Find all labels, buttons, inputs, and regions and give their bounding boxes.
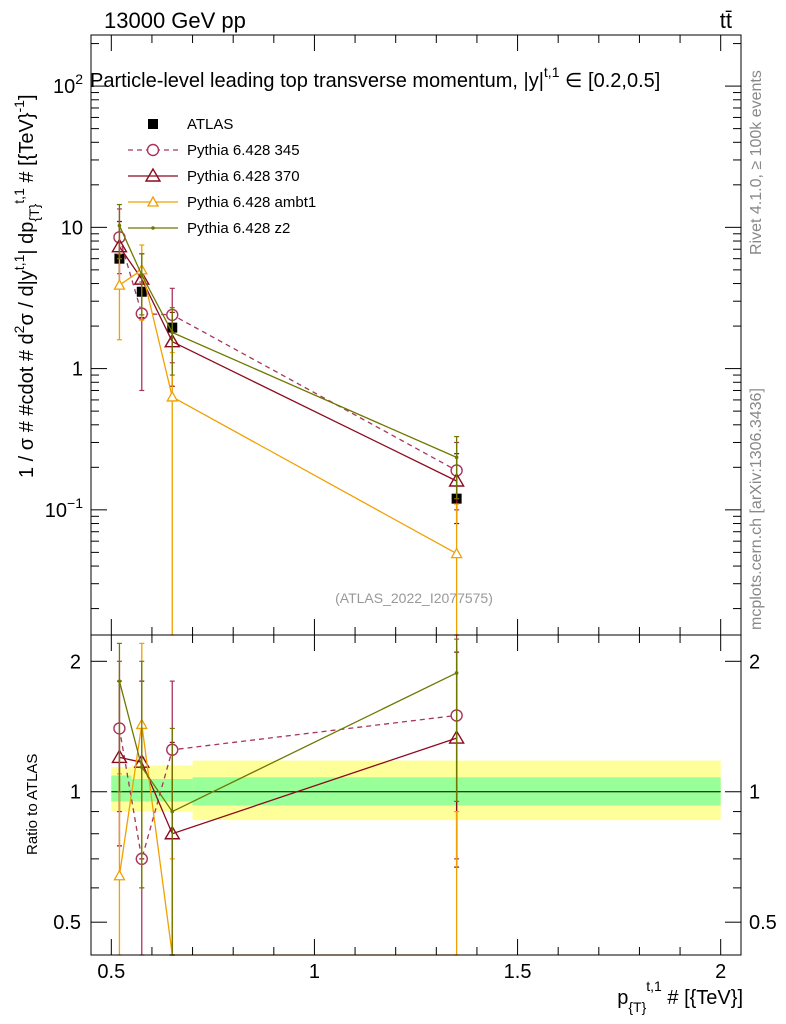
legend-marker-atlas [148,119,158,129]
rivet-version-label: Rivet 4.1.0, ≥ 100k events [748,70,765,255]
chart-title: Particle-level leading top transverse mo… [90,64,660,92]
main-y-tick-label: 1 [72,359,83,381]
main-series-p345 [113,208,463,511]
main-y-tick-label: 10−1 [45,495,83,522]
main-y-axis-title: 1 / σ # #cdot # d2σ / d|yt,1| dp{T}t,1 #… [11,94,42,478]
ratio-x-tick-label: 1 [309,961,320,983]
legend-marker-z2 [151,226,155,230]
legend-marker-p370 [144,167,162,182]
main-point-ambt1-3 [450,547,463,559]
legend: ATLAS Pythia 6.428 345 Pythia 6.428 370 Pyt… [128,116,316,237]
legend-label-p370: Pythia 6.428 370 [187,168,300,185]
ratio-y-tick-label-right: 1 [749,782,760,804]
legend-marker-p345 [146,143,160,157]
ratio-series-z2 [116,638,460,956]
main-series-group [111,203,465,636]
ratio-x-tick-label: 2 [715,961,726,983]
ratio-point-z2-0 [117,679,122,683]
ratio-y-axis-title: Ratio to ATLAS [24,754,41,855]
ratio-tick-group: 0.5 1 1.5 2 2 2 1 1 0.5 0.5 [53,635,777,983]
main-tick-group: 102 10 1 10−1 [45,35,741,635]
main-line-z2 [118,225,457,458]
legend-marker-ambt1 [146,195,160,207]
main-point-ambt1-0 [113,278,126,290]
main-panel: 102 10 1 10−1 Particle-level leading top tr… [11,34,742,636]
main-line-p345 [118,237,457,472]
ratio-panel: 0.5 1 1.5 2 2 2 1 1 0.5 0.5 Ratio to ATLAS p{T}t,… [24,634,777,1015]
energy-label: 13000 GeV pp [104,8,246,33]
legend-entry-z2: Pythia 6.428 z2 [128,220,290,237]
main-point-z2-0 [117,223,122,228]
legend-entry-atlas: ATLAS [148,116,233,133]
ratio-y-tick-label: 1 [70,782,81,804]
ratio-x-tick-label: 0.5 [97,961,125,983]
legend-entry-p345: Pythia 6.428 345 [128,142,300,159]
ratio-y-tick-label-right: 0.5 [749,912,777,934]
ratio-y-tick-label-right: 2 [749,651,760,673]
ratio-y-tick-label: 2 [70,651,81,673]
legend-entry-ambt1: Pythia 6.428 ambt1 [128,194,316,211]
main-line-ambt1 [119,268,457,555]
mcplots-label: mcplots.cern.ch [arXiv:1306.3436] [748,388,765,630]
legend-label-ambt1: Pythia 6.428 ambt1 [187,194,316,211]
main-point-z2-2 [170,330,175,335]
main-point-z2-3 [454,455,459,460]
x-axis-title: p{T}t,1 # [{TeV}] [617,978,743,1015]
ratio-line-p370 [119,737,457,835]
ratio-line-z2 [118,672,457,813]
analysis-tag: (ATLAS_2022_I2077575) [335,590,493,606]
ratio-point-z2-2 [170,809,175,814]
main-y-tick-label: 10 [61,217,83,239]
legend-label-z2: Pythia 6.428 z2 [187,220,290,237]
legend-entry-p370: Pythia 6.428 370 [128,167,300,185]
ratio-point-ambt1-0 [113,869,126,881]
main-series-atlas [114,253,462,504]
legend-label-atlas: ATLAS [187,116,233,133]
ratio-point-z2-1 [139,765,144,769]
process-label: tt̄ [720,8,732,33]
main-series-z2 [116,203,460,500]
ratio-x-tick-label: 1.5 [504,961,532,983]
main-point-z2-1 [139,273,144,277]
main-line-p370 [118,246,457,482]
ratio-line-p345 [118,714,457,860]
main-series-p370 [111,220,465,525]
ratio-y-tick-label: 0.5 [53,912,81,934]
ratio-point-z2-3 [454,671,459,675]
main-series-ambt1 [113,244,463,636]
ratio-band-inner-1 [131,779,193,802]
legend-label-p345: Pythia 6.428 345 [187,142,300,159]
ratio-band-inner-0 [111,775,132,802]
main-y-tick-label: 102 [53,71,83,98]
main-point-ambt1-2 [166,390,179,402]
ratio-band-group [111,760,721,821]
ratio-frame [90,634,742,956]
